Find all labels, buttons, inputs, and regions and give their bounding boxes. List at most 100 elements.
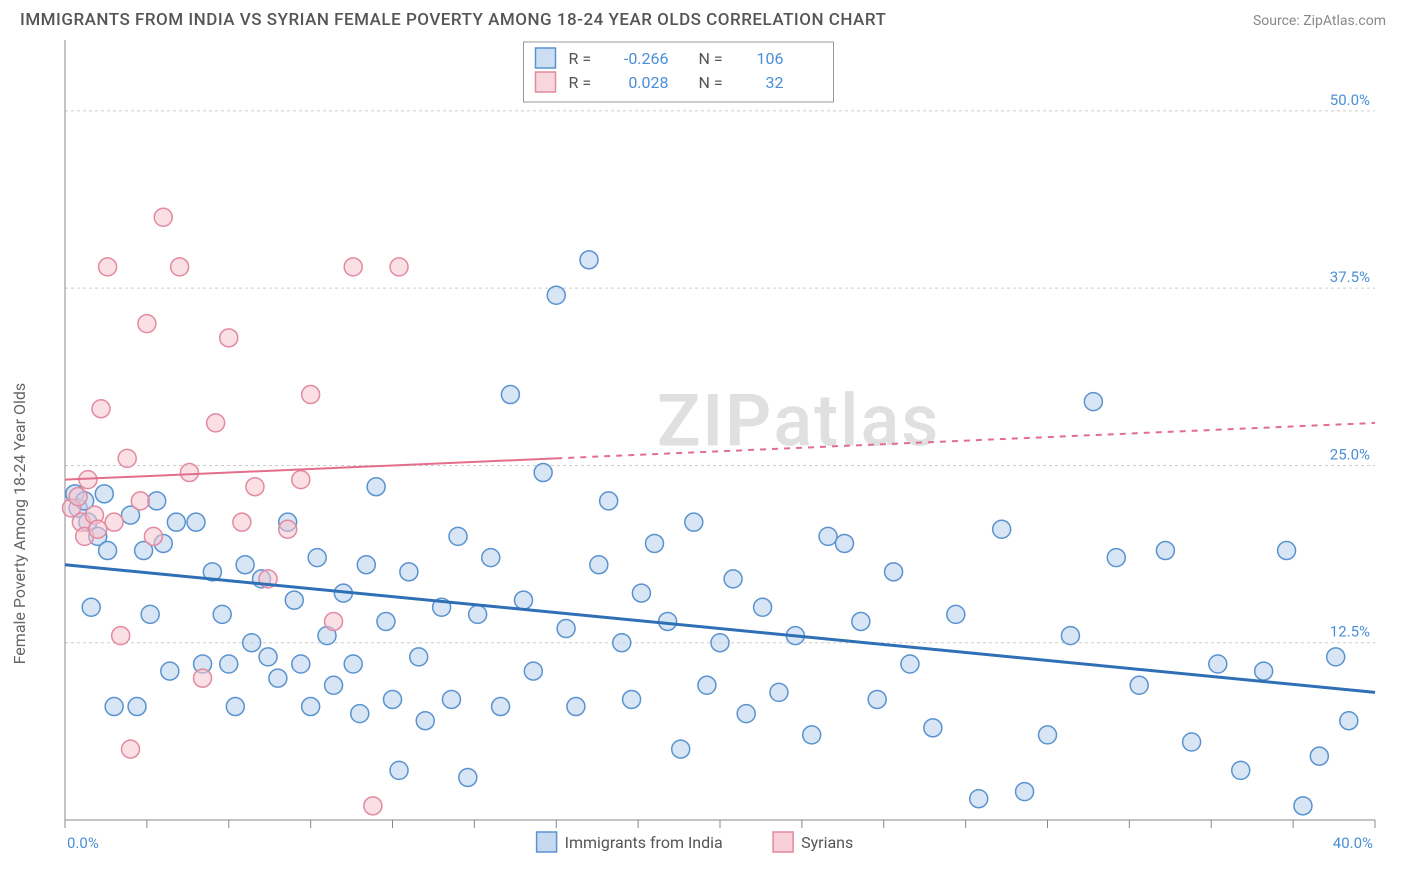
data-point — [970, 790, 988, 808]
data-point — [1209, 655, 1227, 673]
data-point — [69, 488, 87, 506]
data-point — [246, 478, 264, 496]
data-point — [754, 598, 772, 616]
data-point — [469, 605, 487, 623]
data-point — [99, 258, 117, 276]
data-point — [138, 315, 156, 333]
stats-swatch — [536, 48, 556, 68]
data-point — [885, 563, 903, 581]
trendline — [65, 565, 1375, 693]
data-point — [122, 740, 140, 758]
data-point — [646, 534, 664, 552]
trendline — [65, 458, 556, 479]
data-point — [154, 208, 172, 226]
data-point — [590, 556, 608, 574]
data-point — [442, 690, 460, 708]
data-point — [131, 492, 149, 510]
data-point — [1183, 733, 1201, 751]
data-point — [547, 286, 565, 304]
legend-label: Syrians — [801, 833, 853, 852]
y-tick-label: 12.5% — [1330, 623, 1370, 641]
data-point — [993, 520, 1011, 538]
data-point — [632, 584, 650, 602]
data-point — [600, 492, 618, 510]
data-point — [99, 542, 117, 560]
data-point — [167, 513, 185, 531]
data-point — [515, 591, 533, 609]
data-point — [112, 627, 130, 645]
data-point — [947, 605, 965, 623]
data-point — [105, 513, 123, 531]
data-point — [82, 598, 100, 616]
data-point — [171, 258, 189, 276]
data-point — [580, 251, 598, 269]
chart-title: IMMIGRANTS FROM INDIA VS SYRIAN FEMALE P… — [20, 10, 886, 30]
data-point — [207, 414, 225, 432]
data-point — [243, 634, 261, 652]
data-point — [1278, 542, 1296, 560]
data-point — [400, 563, 418, 581]
data-point — [449, 527, 467, 545]
chart-container: 12.5% 25.0% 37.5% 50.0% 0.0% 40.0% Female Pove… — [0, 40, 1406, 892]
data-point — [416, 712, 434, 730]
data-point — [685, 513, 703, 531]
x-label-left: 0.0% — [67, 834, 99, 852]
data-point — [233, 513, 251, 531]
data-point — [220, 655, 238, 673]
data-point — [737, 705, 755, 723]
data-point — [367, 478, 385, 496]
y-tick-label: 25.0% — [1330, 445, 1370, 463]
data-point — [384, 690, 402, 708]
data-point — [302, 698, 320, 716]
data-point — [226, 698, 244, 716]
stats-n-value: 32 — [766, 73, 784, 92]
stats-r-label: R = — [569, 73, 592, 92]
data-point — [835, 534, 853, 552]
data-point — [259, 648, 277, 666]
data-point — [357, 556, 375, 574]
stats-n-label: N = — [699, 73, 723, 92]
data-point — [89, 520, 107, 538]
data-point — [482, 549, 500, 567]
y-axis-label: Female Poverty Among 18-24 Year Olds — [10, 383, 29, 665]
data-point — [213, 605, 231, 623]
data-point — [351, 705, 369, 723]
stats-swatch — [536, 72, 556, 92]
data-point — [105, 698, 123, 716]
watermark: ZIPatlas — [657, 379, 940, 464]
data-point — [901, 655, 919, 673]
y-tick-label: 37.5% — [1330, 268, 1370, 286]
legend-swatch — [773, 832, 793, 852]
data-point — [285, 591, 303, 609]
scatter-chart: 12.5% 25.0% 37.5% 50.0% 0.0% 40.0% Female Pove… — [0, 40, 1406, 892]
data-point — [1156, 542, 1174, 560]
data-point — [1084, 393, 1102, 411]
data-point — [868, 690, 886, 708]
data-point — [161, 662, 179, 680]
data-point — [1039, 726, 1057, 744]
data-point — [292, 655, 310, 673]
data-point — [672, 740, 690, 758]
data-point — [459, 768, 477, 786]
data-point — [724, 570, 742, 588]
data-point — [410, 648, 428, 666]
stats-n-value: 106 — [757, 49, 784, 68]
data-point — [325, 612, 343, 630]
data-point — [95, 485, 113, 503]
y-tick-label: 50.0% — [1330, 91, 1370, 109]
data-point — [1294, 797, 1312, 815]
stats-r-value: 0.028 — [628, 73, 668, 92]
data-point — [852, 612, 870, 630]
data-point — [118, 449, 136, 467]
stats-r-value: -0.266 — [624, 49, 669, 68]
stats-n-label: N = — [699, 49, 723, 68]
data-point — [92, 400, 110, 418]
data-point — [194, 669, 212, 687]
data-point — [1016, 783, 1034, 801]
data-point — [141, 605, 159, 623]
data-point — [292, 471, 310, 489]
data-point — [1340, 712, 1358, 730]
data-point — [390, 258, 408, 276]
x-label-right: 40.0% — [1333, 834, 1373, 852]
data-point — [325, 676, 343, 694]
